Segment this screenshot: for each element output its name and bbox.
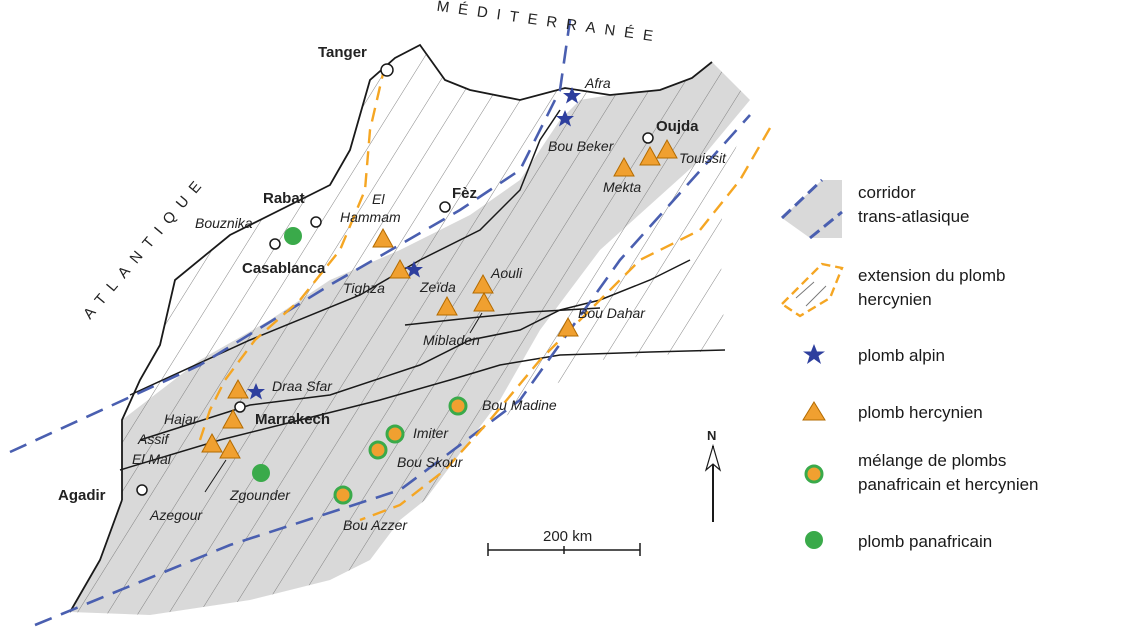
legend-mixed-label-1: mélange de plombs [858,451,1006,470]
legend-mixed-swatch [804,464,824,484]
triangle-aouli-2 [473,291,495,312]
star-afra-2 [556,110,574,127]
city-label-marrakech: Marrakech [255,411,330,428]
triangle-hajar [222,408,244,429]
north-arrow-label: N [707,428,716,443]
site-label-tighza: Tighza [343,280,385,296]
legend-corridor-label-1: corridor [858,183,916,202]
site-label-mekta: Mekta [603,179,641,195]
legend-mixed-label-2: panafricain et hercynien [858,475,1039,494]
site-label-bou-beker: Bou Beker [548,138,615,154]
legend-extension-swatch [780,262,844,318]
fault-line-3 [119,349,726,471]
star-afra [563,87,581,104]
mediterranean-label: MÉDITERRANÉE [436,0,663,46]
leader-mibladen [469,312,483,334]
legend: corridor trans-atlasique extension du pl… [780,178,1039,551]
site-label-bou-azzer: Bou Azzer [343,517,408,533]
city-label-agadir: Agadir [58,487,106,504]
triangle-touissit [656,138,678,159]
city-marker-casablanca [269,238,281,250]
site-label-hammam: Hammam [340,209,401,225]
city-label-oujda: Oujda [656,118,699,135]
extension-border-north [198,64,387,441]
leader-azegour [204,459,227,493]
panafrican-lead-markers [252,227,302,482]
mixed-bou-madine [448,396,468,416]
panafrican-bouznika [284,227,302,245]
scale-bar: 200 km [487,528,641,556]
site-label-draa-sfar: Draa Sfar [272,378,333,394]
corridor-border-north [9,19,572,454]
city-marker-rabat [310,216,322,228]
triangle-mekta [639,145,661,166]
triangle-assif [201,432,223,453]
site-label-afra: Afra [584,75,611,91]
legend-extension-label-2: hercynien [858,290,932,309]
site-label-zgounder: Zgounder [229,487,291,503]
legend-panafrican-label: plomb panafricain [858,532,992,551]
triangle-draa-sfar [227,378,249,399]
mixed-imiter [385,424,405,444]
site-label-bou-madine: Bou Madine [482,397,557,413]
site-label-touissit: Touissit [679,150,727,166]
city-marker-fez [439,201,451,213]
site-label-assif: Assif [137,431,170,447]
fault-line-2 [139,259,691,441]
site-label-zeida: Zeïda [419,279,456,295]
city-marker-agadir [136,484,148,496]
triangle-tighza [389,258,411,279]
site-label-bou-dahar: Bou Dahar [578,305,646,321]
site-label-el: El [372,191,385,207]
triangle-zeida [436,295,458,316]
triangle-bou-dahar [557,316,579,337]
alpine-lead-markers [247,87,581,400]
site-label-aouli: Aouli [490,265,523,281]
city-marker-marrakech [234,401,246,413]
mixed-lead-markers [333,396,468,505]
fault-line-4 [404,307,601,326]
site-label-bou-skour: Bou Skour [397,454,464,470]
scale-bar-label: 200 km [543,528,592,545]
city-marker-oujda [642,132,654,144]
city-label-casablanca: Casablanca [242,260,326,277]
site-label-mibladen: Mibladen [423,332,480,348]
city-label-tanger: Tanger [318,44,367,61]
corridor-border-south [34,114,751,627]
legend-corridor-label-2: trans-atlasique [858,207,970,226]
legend-extension-label-1: extension du plomb [858,266,1005,285]
city-label-rabat: Rabat [263,190,305,207]
north-arrow: N [704,428,722,522]
site-label-bouznika: Bouznika [195,215,253,231]
city-label-fez: Fèz [452,185,477,202]
legend-alpine-label: plomb alpin [858,346,945,365]
city-marker-tanger [380,63,394,77]
fault-line-1 [129,109,561,396]
legend-hercynian-label: plomb hercynien [858,403,983,422]
mixed-bou-skour [368,440,388,460]
southern-coast [69,499,123,613]
legend-hercynian-swatch [802,401,826,421]
legend-panafrican-swatch [805,531,823,549]
site-label-imiter: Imiter [413,425,449,441]
star-draa-sfar [247,383,265,400]
triangle-aouli-1 [472,273,494,294]
triangle-el-hammam [372,227,394,248]
hercynian-lead-markers [201,138,678,459]
site-label-el-mal: El Mal [132,451,172,467]
panafrican-zgounder [252,464,270,482]
site-label-azegour: Azegour [149,507,203,523]
mixed-bou-azzer [333,485,353,505]
triangle-azegour [219,438,241,459]
legend-alpine-swatch [803,344,825,364]
site-label-hajar: Hajar [164,411,199,427]
triangle-bou-beker [613,156,635,177]
star-tighza [405,261,423,278]
city-markers [136,63,654,496]
